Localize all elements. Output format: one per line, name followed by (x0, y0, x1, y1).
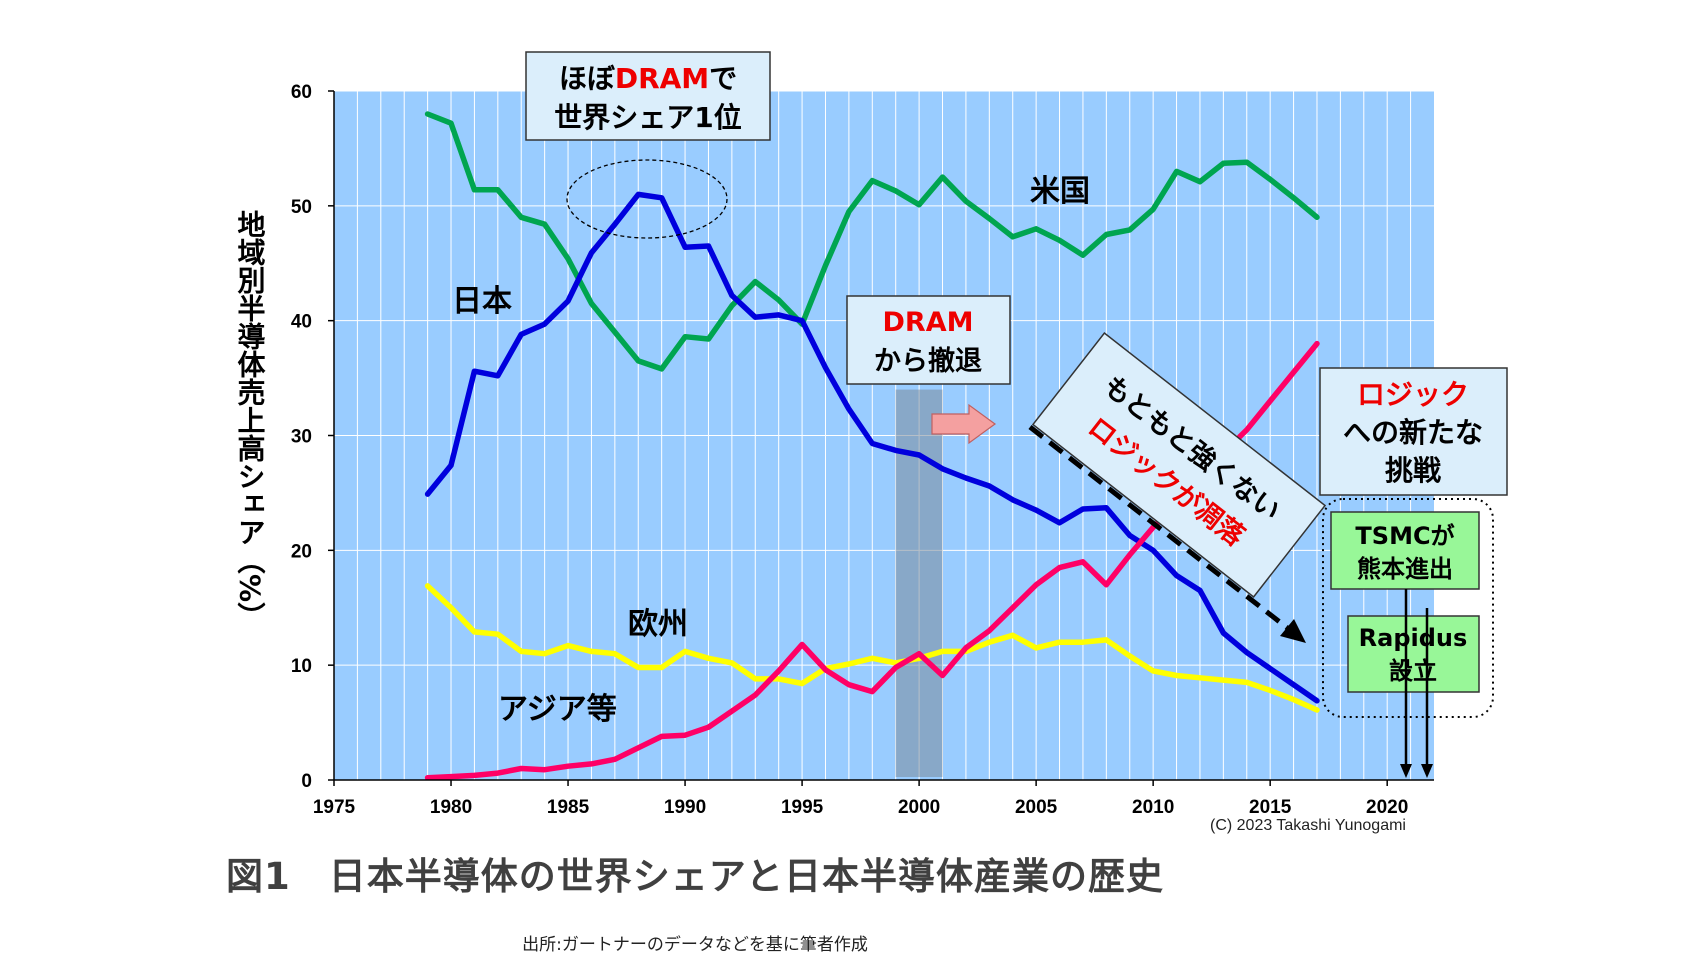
x-tick-label: 1990 (664, 797, 706, 818)
y-tick-label: 40 (291, 312, 312, 333)
tsmc-arrow-head (1400, 764, 1412, 778)
peak-ellipse (566, 159, 728, 239)
annotation-dram-top-line1: ほぼDRAMで (559, 62, 737, 95)
y-tick-label: 30 (291, 427, 312, 448)
source-note: 出所:ガートナーのデータなどを基に筆者作成 (522, 935, 868, 955)
annotation-dram-top: ほぼDRAMで 世界シェア1位 (525, 51, 771, 141)
x-tick-label: 2000 (898, 797, 940, 818)
annotation-logic-challenge-line2: への新たな (1343, 416, 1483, 449)
annotation-logic-challenge: ロジック への新たな 挑戦 (1319, 367, 1508, 496)
series-line-2 (424, 583, 1320, 713)
x-tick-label: 1975 (313, 797, 356, 818)
x-tick-label: 2015 (1249, 797, 1292, 818)
dram-exit-band (895, 389, 943, 777)
x-tick-label: 1980 (430, 797, 472, 818)
y-tick-label: 50 (291, 197, 312, 218)
x-tick-label: 2020 (1366, 797, 1408, 818)
y-tick-label: 20 (291, 541, 312, 562)
annotation-dram-exit-line2: から撤退 (874, 345, 982, 377)
y-tick-label: 0 (301, 771, 312, 792)
label-europe: 欧州 (628, 607, 688, 642)
annotation-tsmc-line2: 熊本進出 (1357, 555, 1453, 583)
y-axis-label: 地域別半導体売上高シェア（%） (234, 210, 267, 630)
annotation-logic-challenge-line3: 挑戦 (1385, 454, 1441, 487)
credit: (C) 2023 Takashi Yunogami (1210, 817, 1406, 834)
y-tick-label: 60 (291, 82, 312, 103)
label-japan: 日本 (452, 284, 512, 319)
y-tick-label: 10 (291, 656, 312, 677)
x-tick-label: 1995 (781, 797, 824, 818)
x-tick-label: 2010 (1132, 797, 1174, 818)
label-usa: 米国 (1030, 174, 1090, 209)
annotation-dram-top-line2: 世界シェア1位 (554, 101, 741, 134)
annotation-dram-exit-line1: DRAM (883, 307, 974, 338)
annotation-tsmc-line1: TSMCが (1355, 522, 1454, 550)
annotation-dram-exit: DRAM から撤退 (846, 295, 1011, 385)
annotation-rapidus-line1: Rapidus (1359, 624, 1468, 652)
series-line-1 (424, 191, 1320, 704)
rapidus-arrow-head (1421, 764, 1433, 778)
x-tick-label: 1985 (547, 797, 590, 818)
dashed-arrow-head (1280, 619, 1306, 643)
annotation-rapidus: Rapidus 設立 (1347, 615, 1480, 693)
annotation-rapidus-line2: 設立 (1389, 657, 1437, 685)
label-asia: アジア等 (498, 692, 617, 727)
annotation-logic-challenge-line1: ロジック (1357, 378, 1469, 411)
figure-caption: 図1 日本半導体の世界シェアと日本半導体産業の歴史 (225, 855, 1164, 898)
dashed-arrow (1028, 425, 1292, 632)
pink-arrow (931, 403, 997, 445)
series-line-0 (424, 111, 1320, 372)
annotation-tsmc: TSMCが 熊本進出 (1330, 511, 1480, 590)
axes: 1975 1980 1985 1990 1995 2000 2005 2010 2015 2020… (291, 82, 1434, 818)
x-tick-label: 2005 (1015, 797, 1058, 818)
